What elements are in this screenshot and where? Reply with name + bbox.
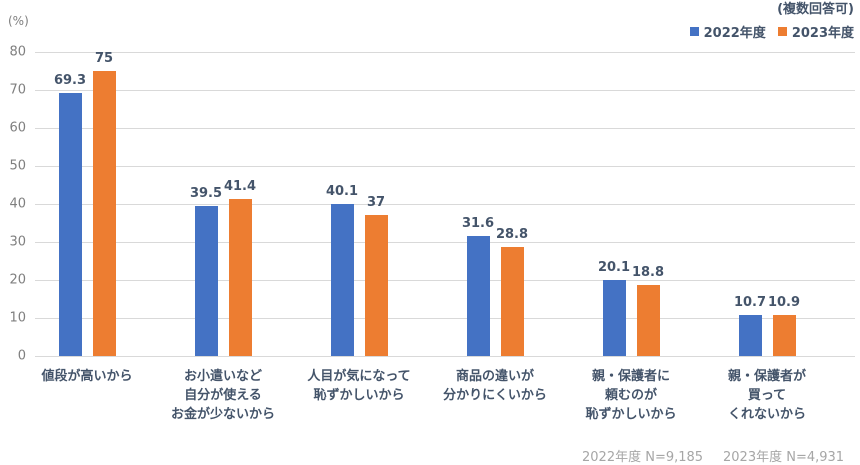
bar-2022年度-4 [602,279,626,356]
y-tick-50: 50 [9,158,26,174]
legend-item-2022: 2022年度 [689,22,766,41]
value-label-2022年度-1: 39.5 [189,185,223,201]
y-tick-70: 70 [9,82,26,98]
value-label-2022年度-4: 20.1 [597,259,631,275]
y-tick-0: 0 [17,348,26,364]
sample-size-2022: 2022年度 N=9,185 [582,450,704,465]
gridline-70 [35,90,855,91]
x-category-label-4: 親・保護者に 頼むのが 恥ずかしいから [585,369,677,422]
multiple-answer-note: (複数回答可) [777,2,854,17]
bar-2023年度-5 [772,314,796,356]
bar-2023年度-4 [636,284,660,356]
y-tick-30: 30 [9,234,26,250]
gridline-60 [35,128,855,129]
x-category-label-3: 商品の違いが 分かりにくいから [443,369,547,403]
value-label-2023年度-1: 41.4 [223,178,257,194]
gridline-10 [35,318,855,319]
y-tick-80: 80 [9,44,26,60]
sample-size-2023: 2023年度 N=4,931 [723,450,845,465]
bar-2023年度-2 [364,215,388,356]
bar-2023年度-3 [500,246,524,356]
legend-label-2022: 2022年度 [703,26,766,41]
x-category-label-1: お小遣いなど 自分が使える お金が少ないから [170,369,275,422]
gridline-0 [35,356,855,357]
value-label-2023年度-4: 18.8 [631,264,665,280]
gridline-80 [35,52,855,53]
x-category-label-0: 値段が高いから [41,369,133,384]
bar-2022年度-1 [194,205,218,356]
gridline-30 [35,242,855,243]
value-label-2022年度-0: 69.3 [53,72,87,88]
value-label-2023年度-5: 10.9 [767,294,801,310]
value-label-2022年度-2: 40.1 [325,183,359,199]
legend-item-2023: 2023年度 [777,22,854,41]
value-label-2023年度-2: 37 [366,195,386,211]
x-category-label-5: 親・保護者が 買って くれないから [727,369,806,422]
bar-2023年度-1 [228,198,252,356]
gridline-40 [35,204,855,205]
bar-2022年度-3 [466,235,490,356]
bar-2022年度-0 [58,92,82,356]
y-tick-20: 20 [9,272,26,288]
value-label-2022年度-3: 31.6 [461,215,495,231]
value-label-2023年度-3: 28.8 [495,226,529,242]
y-tick-10: 10 [9,310,26,326]
x-category-label-2: 人目が気になって 恥ずかしいから [307,369,411,403]
y-tick-60: 60 [9,120,26,136]
value-label-2023年度-0: 75 [94,51,114,66]
bar-2022年度-5 [738,315,762,356]
legend-label-2023: 2023年度 [791,26,854,41]
value-label-2022年度-5: 10.7 [733,295,767,311]
gridline-20 [35,280,855,281]
bar-2023年度-0 [92,71,116,356]
y-tick-40: 40 [9,196,26,212]
bar-2022年度-2 [330,203,354,356]
legend-swatch-2022 [689,27,699,36]
gridline-50 [35,166,855,167]
legend-swatch-2023 [777,27,787,36]
y-axis-unit-label: (%) [8,14,29,28]
legend: 2022年度 2023年度 [689,22,854,41]
